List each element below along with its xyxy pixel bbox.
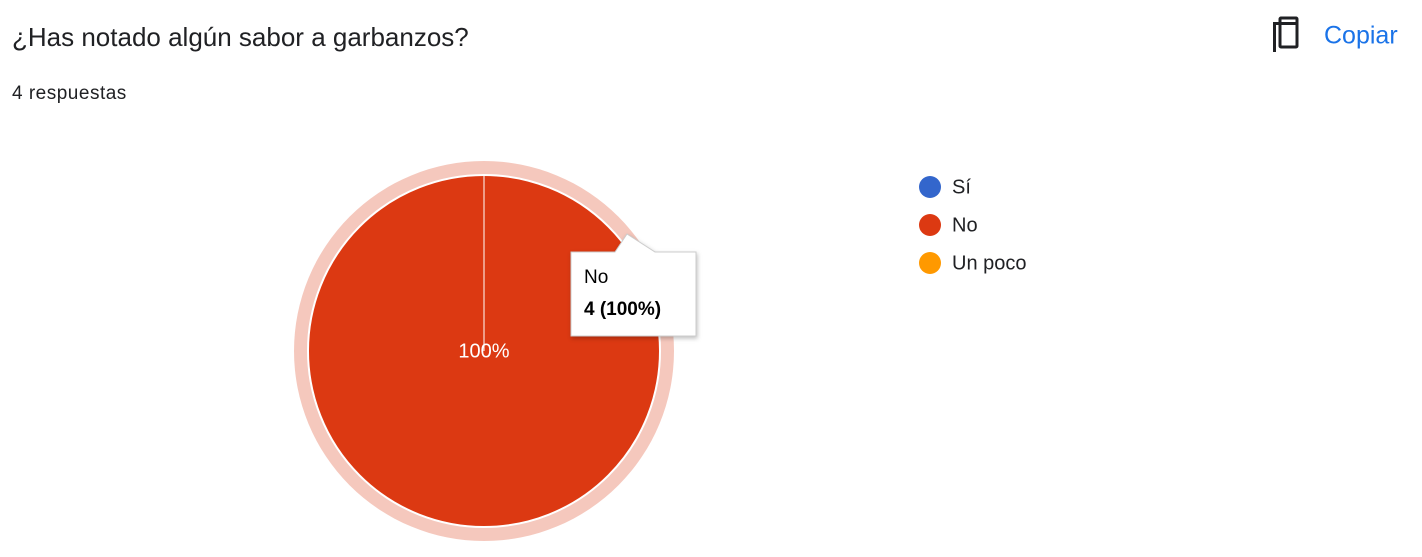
copy-label: Copiar: [1324, 22, 1398, 50]
legend-label: No: [952, 214, 978, 236]
legend-label: Sí: [952, 176, 971, 198]
copy-icon-front: [1278, 16, 1299, 49]
tooltip-title: No: [584, 267, 608, 288]
tooltip-box: [570, 233, 697, 337]
tooltip-value: 4 (100%): [584, 299, 661, 320]
legend-swatch: [919, 214, 941, 236]
slice-label: 100%: [458, 340, 509, 362]
copy-button[interactable]: Copiar: [1273, 16, 1398, 52]
legend-label: Un poco: [952, 252, 1027, 274]
legend-swatch: [919, 252, 941, 274]
legend-swatch: [919, 176, 941, 198]
question-title: ¿Has notado algún sabor a garbanzos?: [12, 22, 469, 52]
response-count: 4 respuestas: [12, 83, 127, 104]
tooltip: No 4 (100%): [570, 233, 697, 337]
